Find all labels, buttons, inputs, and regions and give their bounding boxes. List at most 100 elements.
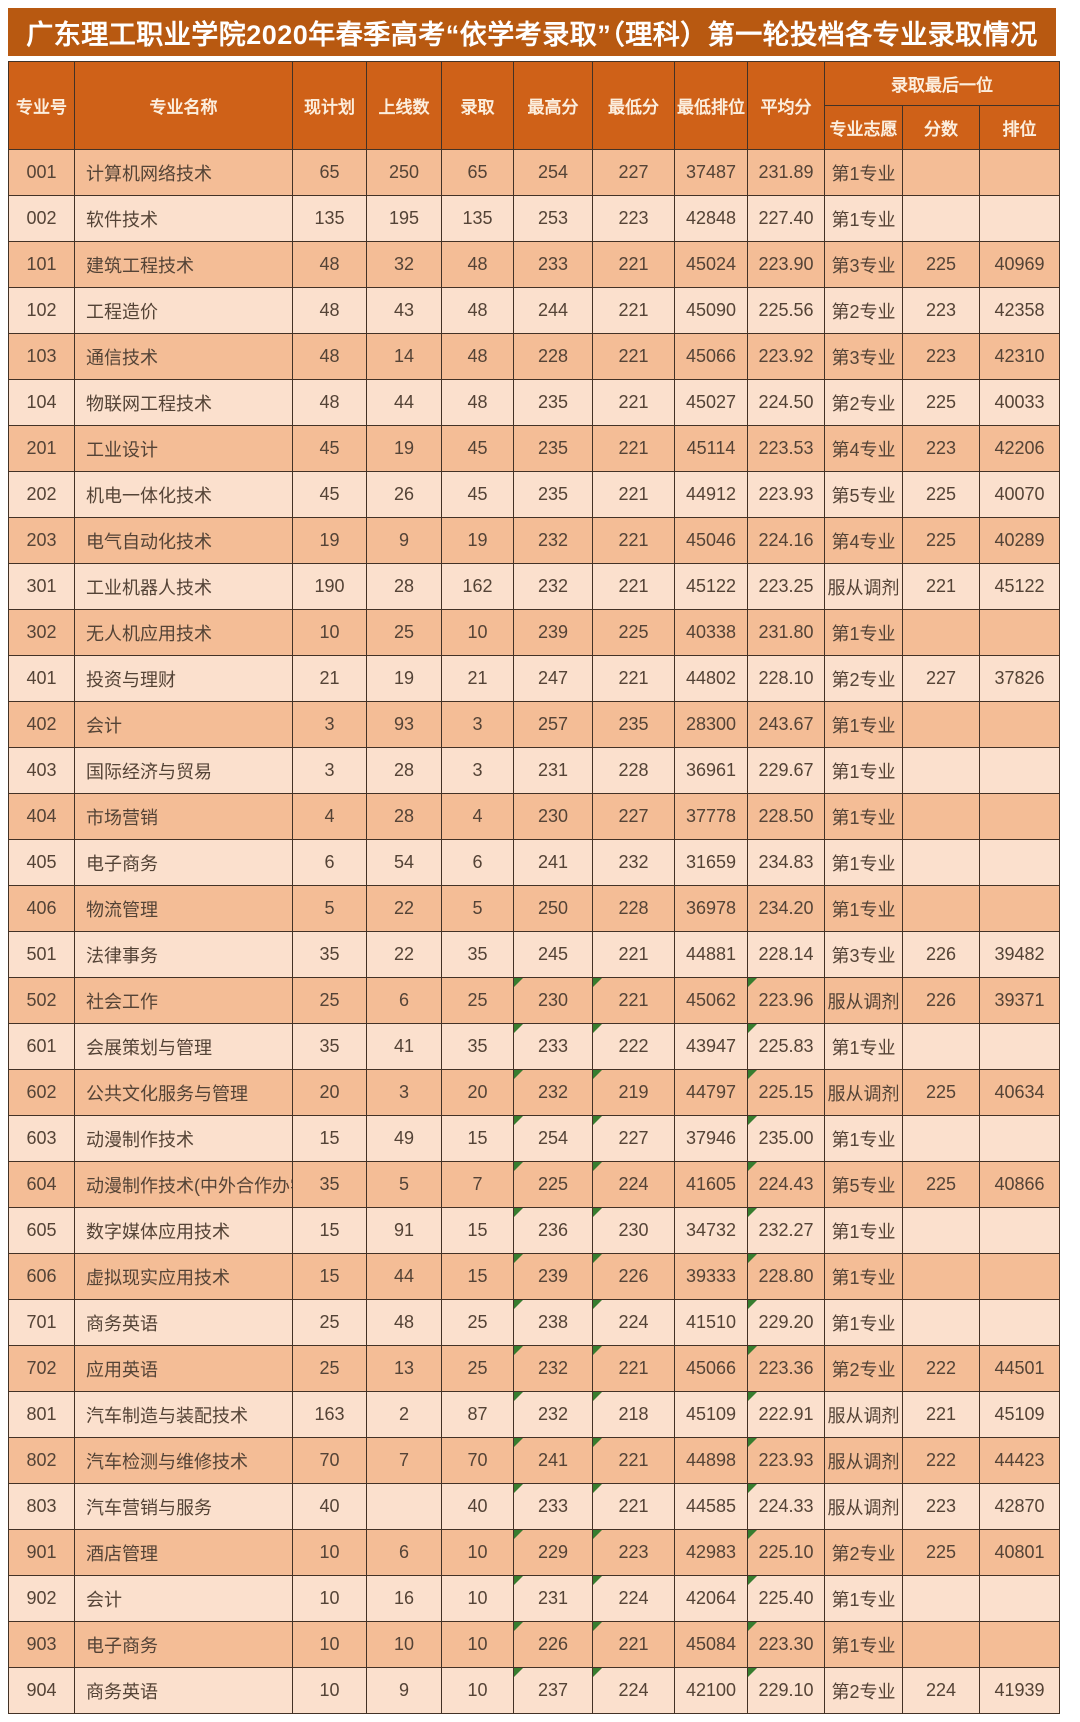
- table-row: 403 国际经济与贸易 3 28 3 231 228 36961 229.67 第1专业: [8, 747, 1061, 794]
- cell-last-score: 221: [902, 563, 980, 610]
- cell-avg-score: 223.30: [747, 1621, 825, 1668]
- cell-admitted: 3: [441, 701, 514, 748]
- cell-last-preference: 第1专业: [824, 195, 903, 242]
- cell-max-score: 244: [513, 287, 593, 334]
- cell-last-preference: 第1专业: [824, 839, 903, 886]
- cell-admitted: 10: [441, 1529, 514, 1576]
- cell-admitted: 45: [441, 425, 514, 472]
- cell-max-score: 235: [513, 471, 593, 518]
- cell-last-preference: 第1专业: [824, 793, 903, 840]
- cell-min-score: 230: [592, 1207, 675, 1254]
- cell-min-score: 221: [592, 977, 675, 1024]
- cell-planned: 4: [292, 793, 367, 840]
- cell-last-preference: 服从调剂: [824, 563, 903, 610]
- cell-last-score: [902, 701, 980, 748]
- error-indicator-triangle-icon: [748, 1024, 757, 1033]
- cell-last-rank: 39371: [978, 977, 1061, 1024]
- cell-planned: 19: [292, 517, 367, 564]
- cell-planned: 20: [292, 1069, 367, 1116]
- cell-min-rank: 39333: [674, 1253, 748, 1300]
- cell-max-score: 233: [513, 1023, 593, 1070]
- cell-above-line: [366, 1483, 442, 1530]
- cell-major-code: 701: [8, 1299, 75, 1346]
- cell-above-line: 13: [366, 1345, 442, 1392]
- cell-major-code: 702: [8, 1345, 75, 1392]
- cell-above-line: 43: [366, 287, 442, 334]
- cell-major-name: 国际经济与贸易: [74, 747, 293, 794]
- table-row: 101 建筑工程技术 48 32 48 233 221 45024 223.90 第3专业 225 4…: [8, 241, 1061, 288]
- cell-min-score: 235: [592, 701, 675, 748]
- cell-major-name: 工程造价: [74, 287, 293, 334]
- cell-major-name: 社会工作: [74, 977, 293, 1024]
- cell-avg-score: 223.25: [747, 563, 825, 610]
- cell-major-name: 会计: [74, 1575, 293, 1622]
- cell-min-score: 221: [592, 379, 675, 426]
- cell-min-rank: 44585: [674, 1483, 748, 1530]
- table-row: 801 汽车制造与装配技术 163 2 87 232 218 45109 222.91 服从调剂 2…: [8, 1391, 1061, 1438]
- cell-admitted: 25: [441, 1299, 514, 1346]
- cell-major-code: 602: [8, 1069, 75, 1116]
- cell-last-score: 223: [902, 1483, 980, 1530]
- cell-major-name: 机电一体化技术: [74, 471, 293, 518]
- error-indicator-triangle-icon: [748, 1300, 757, 1309]
- cell-planned: 70: [292, 1437, 367, 1484]
- cell-avg-score: 225.10: [747, 1529, 825, 1576]
- cell-major-name: 建筑工程技术: [74, 241, 293, 288]
- cell-last-rank: 44501: [978, 1345, 1061, 1392]
- cell-last-preference: 第2专业: [824, 379, 903, 426]
- cell-planned: 48: [292, 241, 367, 288]
- cell-last-score: [902, 149, 980, 196]
- header-planned: 现计划: [292, 61, 367, 150]
- cell-major-code: 403: [8, 747, 75, 794]
- cell-last-rank: 39482: [978, 931, 1061, 978]
- error-indicator-triangle-icon: [593, 1208, 602, 1217]
- cell-major-name: 公共文化服务与管理: [74, 1069, 293, 1116]
- cell-avg-score: 224.16: [747, 517, 825, 564]
- cell-last-preference: 第2专业: [824, 1345, 903, 1392]
- cell-major-code: 203: [8, 517, 75, 564]
- cell-last-score: [902, 793, 980, 840]
- table-row: 406 物流管理 5 22 5 250 228 36978 234.20 第1专业: [8, 885, 1061, 932]
- cell-planned: 25: [292, 977, 367, 1024]
- cell-major-name: 汽车检测与维修技术: [74, 1437, 293, 1484]
- cell-admitted: 10: [441, 1575, 514, 1622]
- cell-above-line: 250: [366, 149, 442, 196]
- cell-last-preference: 第1专业: [824, 1253, 903, 1300]
- cell-planned: 45: [292, 425, 367, 472]
- cell-above-line: 7: [366, 1437, 442, 1484]
- header-last-score: 分数: [902, 105, 980, 150]
- cell-major-code: 901: [8, 1529, 75, 1576]
- cell-max-score: 253: [513, 195, 593, 242]
- error-indicator-triangle-icon: [593, 1392, 602, 1401]
- cell-last-rank: 40801: [978, 1529, 1061, 1576]
- cell-major-name: 物联网工程技术: [74, 379, 293, 426]
- cell-min-rank: 44797: [674, 1069, 748, 1116]
- cell-major-code: 302: [8, 609, 75, 656]
- cell-min-score: 221: [592, 1437, 675, 1484]
- cell-min-score: 221: [592, 1483, 675, 1530]
- cell-admitted: 21: [441, 655, 514, 702]
- cell-last-score: [902, 1575, 980, 1622]
- cell-admitted: 10: [441, 1667, 514, 1714]
- cell-min-score: 221: [592, 333, 675, 380]
- cell-major-code: 202: [8, 471, 75, 518]
- table-row: 602 公共文化服务与管理 20 3 20 232 219 44797 225.15 服从调剂 22…: [8, 1069, 1061, 1116]
- header-major-name: 专业名称: [74, 61, 293, 150]
- cell-max-score: 239: [513, 1253, 593, 1300]
- cell-major-code: 502: [8, 977, 75, 1024]
- cell-last-score: [902, 1253, 980, 1300]
- cell-major-name: 动漫制作技术: [74, 1115, 293, 1162]
- table-row: 803 汽车营销与服务 40 40 233 221 44585 224.33 服从调剂 223 42…: [8, 1483, 1061, 1530]
- cell-above-line: 41: [366, 1023, 442, 1070]
- error-indicator-triangle-icon: [593, 1484, 602, 1493]
- cell-major-name: 虚拟现实应用技术: [74, 1253, 293, 1300]
- cell-last-rank: [978, 793, 1061, 840]
- cell-last-score: [902, 195, 980, 242]
- cell-avg-score: 224.50: [747, 379, 825, 426]
- cell-last-score: 225: [902, 1529, 980, 1576]
- error-indicator-triangle-icon: [593, 1116, 602, 1125]
- cell-avg-score: 229.67: [747, 747, 825, 794]
- error-indicator-triangle-icon: [748, 1162, 757, 1171]
- cell-avg-score: 231.89: [747, 149, 825, 196]
- cell-admitted: 48: [441, 241, 514, 288]
